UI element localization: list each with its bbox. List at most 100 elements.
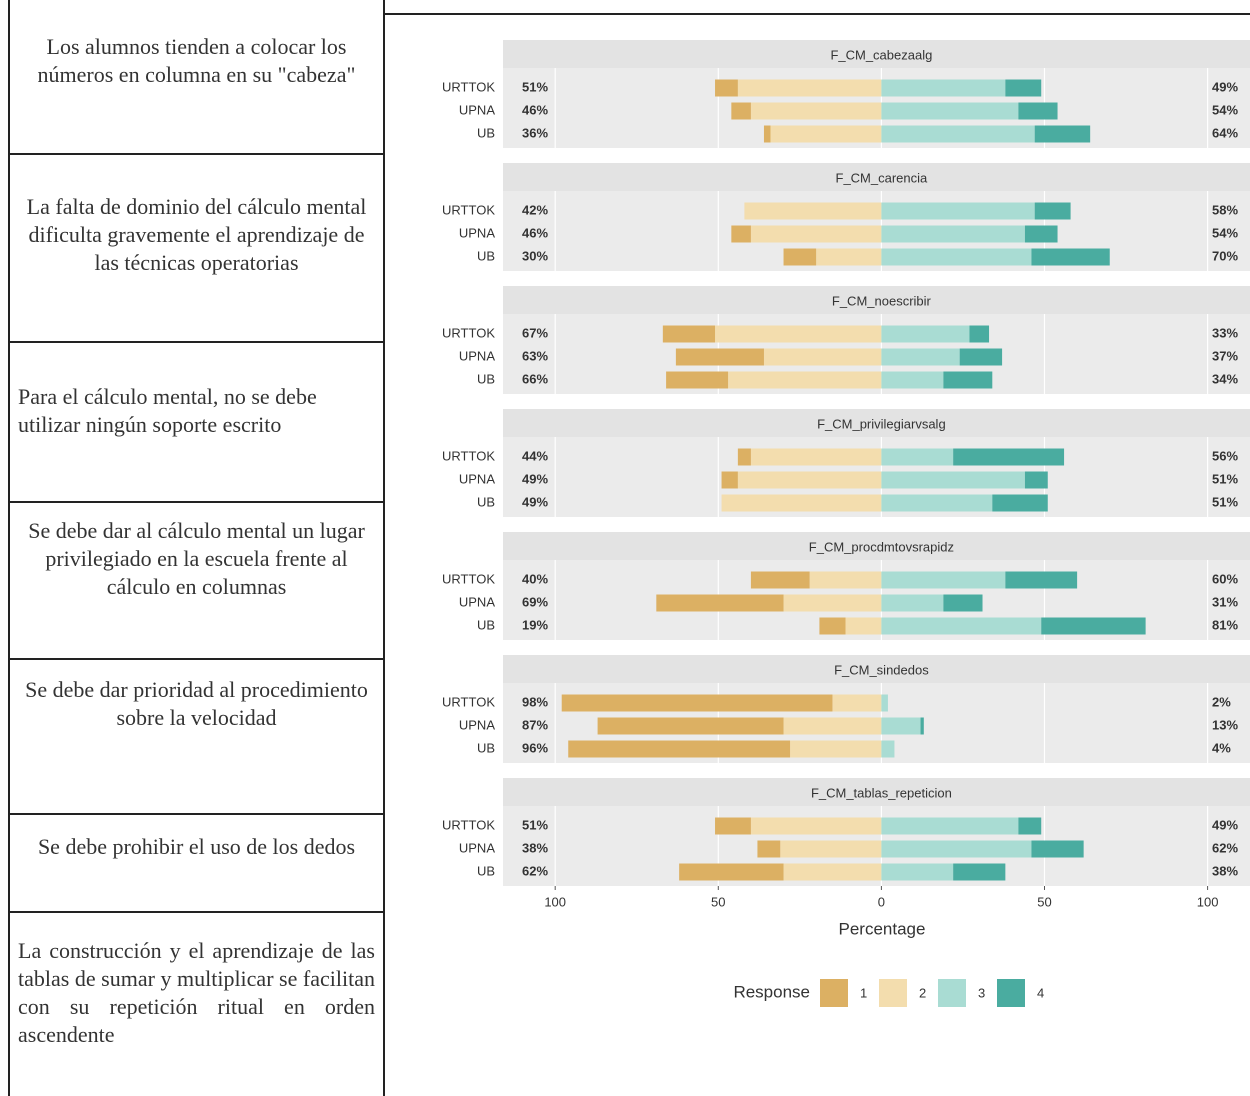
category-label: URTTOK (442, 817, 495, 832)
bar-segment (1031, 248, 1110, 266)
panel-title: F_CM_privilegiarvsalg (817, 416, 946, 431)
strip-background (503, 40, 1250, 68)
right-percent-label: 49% (1212, 817, 1238, 832)
bar-segment (881, 125, 1035, 143)
bar-segment (737, 448, 751, 466)
strip-background (503, 655, 1250, 683)
legend-swatch (820, 979, 848, 1007)
right-percent-label: 56% (1212, 448, 1238, 463)
bar-segment (721, 494, 882, 512)
category-label: UB (477, 125, 495, 140)
category-label: UPNA (459, 717, 495, 732)
left-percent-label: 51% (522, 79, 548, 94)
bar-segment (1031, 840, 1084, 858)
bar-segment (881, 617, 1042, 635)
category-label: UB (477, 863, 495, 878)
bar-segment (750, 817, 882, 835)
category-label: UB (477, 248, 495, 263)
bar-segment (750, 571, 810, 589)
bar-segment (1005, 79, 1042, 97)
left-percent-label: 49% (522, 471, 548, 486)
category-label: UPNA (459, 471, 495, 486)
right-percent-label: 51% (1212, 471, 1238, 486)
bar-segment (656, 594, 784, 612)
right-percent-label: 62% (1212, 840, 1238, 855)
right-percent-label: 70% (1212, 248, 1238, 263)
left-percent-label: 40% (522, 571, 548, 586)
bar-segment (1024, 225, 1058, 243)
bar-segment (992, 494, 1048, 512)
right-percent-label: 33% (1212, 325, 1238, 340)
bar-segment (881, 79, 1006, 97)
bar-segment (881, 840, 1032, 858)
right-percent-label: 4% (1212, 740, 1231, 755)
left-percent-label: 38% (522, 840, 548, 855)
bar-segment (737, 471, 882, 489)
x-axis-label: Percentage (839, 919, 926, 938)
bar-segment (881, 863, 954, 881)
category-label: URTTOK (442, 202, 495, 217)
legend-title: Response (733, 982, 810, 1001)
bar-segment (750, 225, 882, 243)
bar-segment (819, 617, 846, 635)
category-label: URTTOK (442, 79, 495, 94)
panel-title: F_CM_cabezaalg (830, 47, 932, 62)
right-percent-label: 64% (1212, 125, 1238, 140)
left-percent-label: 96% (522, 740, 548, 755)
legend-swatch (938, 979, 966, 1007)
bar-segment (881, 371, 944, 389)
left-percent-label: 98% (522, 694, 548, 709)
strip-background (503, 409, 1250, 437)
bar-segment (721, 471, 738, 489)
bar-segment (783, 594, 882, 612)
left-percent-label: 87% (522, 717, 548, 732)
bar-segment (1041, 617, 1146, 635)
bar-segment (561, 694, 833, 712)
bar-segment (881, 694, 888, 712)
statement: Los alumnos tienden a colocar los número… (10, 0, 383, 155)
left-percent-label: 42% (522, 202, 548, 217)
strip-background (503, 163, 1250, 191)
strip-background (503, 778, 1250, 806)
right-percent-label: 54% (1212, 225, 1238, 240)
left-percent-label: 51% (522, 817, 548, 832)
panel-title: F_CM_sindedos (834, 662, 929, 677)
bar-segment (715, 817, 751, 835)
bar-segment (1018, 817, 1042, 835)
bar-segment (783, 717, 882, 735)
bar-segment (959, 348, 1003, 366)
x-tick-label: 100 (1197, 894, 1219, 909)
bar-segment (809, 571, 882, 589)
bar-segment (750, 102, 882, 120)
category-label: UB (477, 740, 495, 755)
bar-segment (920, 717, 924, 735)
bar-segment (675, 348, 764, 366)
category-label: URTTOK (442, 448, 495, 463)
bar-segment (881, 448, 954, 466)
bar-segment (737, 79, 882, 97)
bar-segment (816, 248, 882, 266)
left-percent-label: 30% (522, 248, 548, 263)
x-tick-label: 50 (1037, 894, 1051, 909)
right-percent-label: 81% (1212, 617, 1238, 632)
bar-segment (1034, 202, 1071, 220)
bar-segment (770, 125, 882, 143)
bar-segment (783, 248, 817, 266)
bar-segment (763, 348, 882, 366)
right-percent-label: 58% (1212, 202, 1238, 217)
left-percent-label: 36% (522, 125, 548, 140)
category-label: UPNA (459, 102, 495, 117)
category-label: UB (477, 494, 495, 509)
bar-segment (715, 79, 738, 97)
bar-segment (881, 248, 1032, 266)
left-percent-label: 66% (522, 371, 548, 386)
left-percent-label: 49% (522, 494, 548, 509)
legend-label: 4 (1037, 985, 1044, 1000)
category-label: UPNA (459, 594, 495, 609)
left-percent-label: 69% (522, 594, 548, 609)
category-label: UPNA (459, 225, 495, 240)
bar-segment (969, 325, 990, 343)
bar-segment (597, 717, 784, 735)
bar-segment (731, 225, 751, 243)
